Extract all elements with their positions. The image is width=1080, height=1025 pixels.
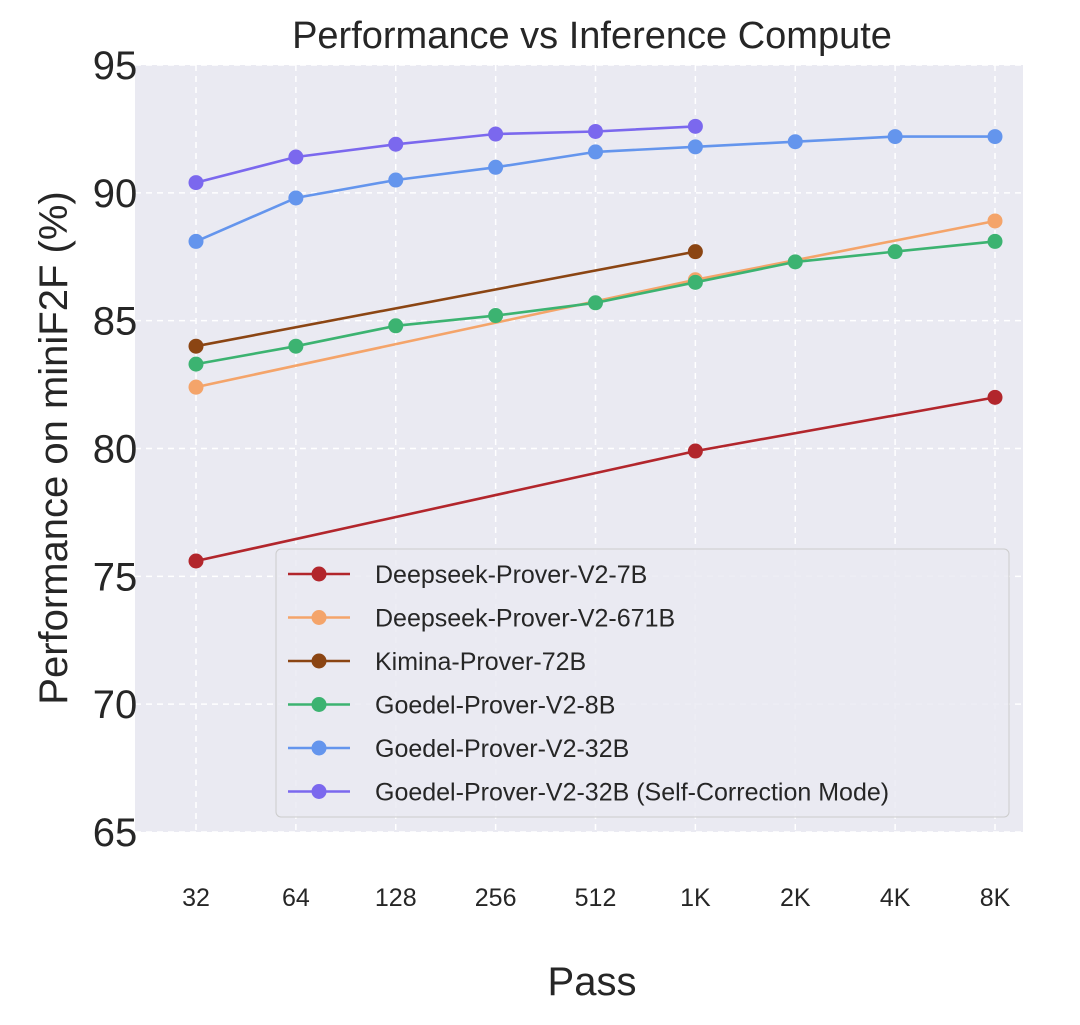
data-point bbox=[288, 190, 304, 206]
x-tick-label: 8K bbox=[980, 884, 1011, 912]
x-tick-label: 1K bbox=[680, 884, 711, 912]
legend-marker bbox=[311, 653, 327, 669]
x-axis-label: Pass bbox=[548, 960, 637, 1004]
series-goedel-prover-v2-32b bbox=[188, 129, 1003, 249]
data-point bbox=[887, 129, 903, 145]
series-line bbox=[195, 250, 696, 348]
data-point bbox=[488, 126, 504, 142]
data-point bbox=[388, 318, 404, 334]
legend-marker bbox=[311, 740, 327, 756]
data-point bbox=[188, 356, 204, 372]
data-point bbox=[288, 338, 304, 354]
legend-label: Deepseek-Prover-V2-7B bbox=[375, 561, 647, 589]
x-axis-ticks: 32 64 128 256 512 1K 2K 4K 8K bbox=[182, 884, 1011, 912]
legend-marker bbox=[311, 697, 327, 712]
legend-marker bbox=[311, 610, 327, 625]
data-point bbox=[488, 159, 504, 175]
data-point bbox=[687, 139, 703, 155]
data-point bbox=[987, 129, 1003, 145]
y-axis-ticks: 65 70 75 80 85 90 95 bbox=[93, 44, 138, 855]
legend-item: Deepseek-Prover-V2-7B bbox=[288, 561, 647, 589]
data-point bbox=[588, 144, 603, 160]
y-tick-label: 80 bbox=[93, 428, 138, 472]
legend-label: Deepseek-Prover-V2-671B bbox=[375, 605, 675, 633]
y-tick-label: 75 bbox=[93, 555, 138, 599]
chart-title: Performance vs Inference Compute bbox=[292, 15, 892, 57]
x-tick-label: 512 bbox=[575, 884, 617, 912]
data-point bbox=[388, 136, 404, 152]
data-point bbox=[987, 233, 1003, 249]
legend-label: Goedel-Prover-V2-32B (Self-Correction Mo… bbox=[375, 779, 889, 807]
data-point bbox=[588, 123, 603, 139]
data-point bbox=[687, 118, 703, 134]
legend-item: Goedel-Prover-V2-32B (Self-Correction Mo… bbox=[288, 779, 889, 807]
legend-item: Goedel-Prover-V2-8B bbox=[288, 692, 615, 720]
data-point bbox=[987, 213, 1003, 229]
series-deepseek-prover-v2-7b bbox=[188, 389, 1003, 569]
data-point bbox=[687, 443, 703, 459]
data-point bbox=[188, 233, 204, 249]
y-tick-label: 70 bbox=[93, 683, 138, 727]
legend-marker bbox=[311, 784, 327, 799]
series-goedel-prover-v2-32b-self-correction-mode bbox=[188, 118, 703, 191]
legend-label: Goedel-Prover-V2-32B bbox=[375, 735, 629, 763]
y-tick-label: 95 bbox=[93, 44, 138, 88]
data-point bbox=[687, 274, 703, 290]
data-point bbox=[787, 254, 803, 270]
series-line bbox=[195, 125, 696, 184]
legend-box bbox=[275, 548, 1010, 818]
series bbox=[188, 118, 1003, 569]
x-tick-label: 4K bbox=[880, 884, 911, 912]
series-kimina-prover-72b bbox=[188, 244, 703, 354]
x-tick-label: 32 bbox=[182, 884, 210, 912]
series-goedel-prover-v2-8b bbox=[188, 233, 1003, 372]
y-axis-label: Performance on miniF2F (%) bbox=[32, 191, 76, 704]
y-tick-label: 85 bbox=[93, 300, 138, 344]
data-point bbox=[588, 295, 603, 311]
data-point bbox=[188, 379, 204, 395]
y-tick-label: 65 bbox=[93, 811, 138, 855]
data-point bbox=[188, 175, 204, 191]
data-point bbox=[188, 553, 204, 569]
legend-label: Goedel-Prover-V2-8B bbox=[375, 692, 615, 720]
legend: Deepseek-Prover-V2-7B Deepseek-Prover-V2-… bbox=[275, 548, 1010, 818]
x-tick-label: 64 bbox=[282, 884, 310, 912]
x-tick-label: 2K bbox=[780, 884, 811, 912]
legend-marker bbox=[311, 566, 327, 582]
legend-item: Kimina-Prover-72B bbox=[288, 648, 586, 676]
data-point bbox=[388, 172, 404, 188]
data-point bbox=[188, 338, 204, 354]
data-point bbox=[288, 149, 304, 165]
data-point bbox=[787, 134, 803, 150]
data-point bbox=[987, 389, 1003, 405]
data-point bbox=[488, 308, 504, 324]
y-tick-label: 90 bbox=[93, 172, 138, 216]
data-point bbox=[887, 244, 903, 260]
legend-label: Kimina-Prover-72B bbox=[375, 648, 586, 676]
legend-item: Goedel-Prover-V2-32B bbox=[288, 735, 629, 763]
legend-item: Deepseek-Prover-V2-671B bbox=[288, 605, 675, 633]
data-point bbox=[687, 244, 703, 260]
x-tick-label: 256 bbox=[475, 884, 517, 912]
x-tick-label: 128 bbox=[375, 884, 417, 912]
